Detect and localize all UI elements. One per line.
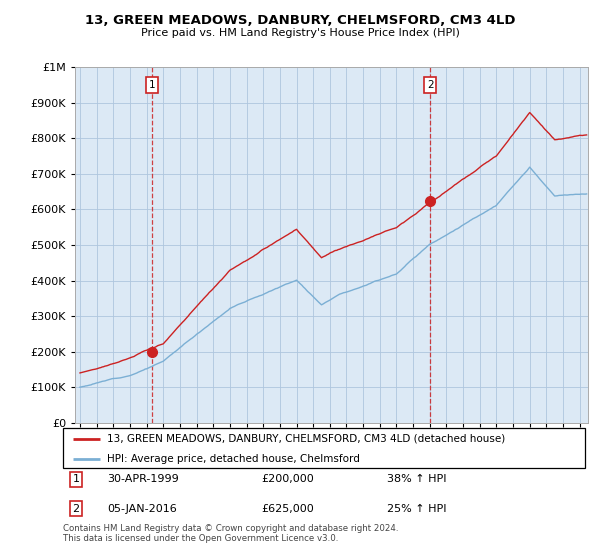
Text: 1: 1	[149, 80, 155, 90]
Text: 2: 2	[427, 80, 434, 90]
Text: Price paid vs. HM Land Registry's House Price Index (HPI): Price paid vs. HM Land Registry's House …	[140, 28, 460, 38]
Text: 25% ↑ HPI: 25% ↑ HPI	[386, 503, 446, 514]
Text: 13, GREEN MEADOWS, DANBURY, CHELMSFORD, CM3 4LD: 13, GREEN MEADOWS, DANBURY, CHELMSFORD, …	[85, 14, 515, 27]
Text: 1: 1	[73, 474, 80, 484]
Text: HPI: Average price, detached house, Chelmsford: HPI: Average price, detached house, Chel…	[107, 454, 360, 464]
Text: 38% ↑ HPI: 38% ↑ HPI	[386, 474, 446, 484]
Text: £200,000: £200,000	[262, 474, 314, 484]
Text: 30-APR-1999: 30-APR-1999	[107, 474, 179, 484]
Text: Contains HM Land Registry data © Crown copyright and database right 2024.
This d: Contains HM Land Registry data © Crown c…	[63, 524, 398, 543]
Text: 2: 2	[73, 503, 80, 514]
Text: 13, GREEN MEADOWS, DANBURY, CHELMSFORD, CM3 4LD (detached house): 13, GREEN MEADOWS, DANBURY, CHELMSFORD, …	[107, 434, 506, 444]
Text: £625,000: £625,000	[262, 503, 314, 514]
Text: 05-JAN-2016: 05-JAN-2016	[107, 503, 177, 514]
